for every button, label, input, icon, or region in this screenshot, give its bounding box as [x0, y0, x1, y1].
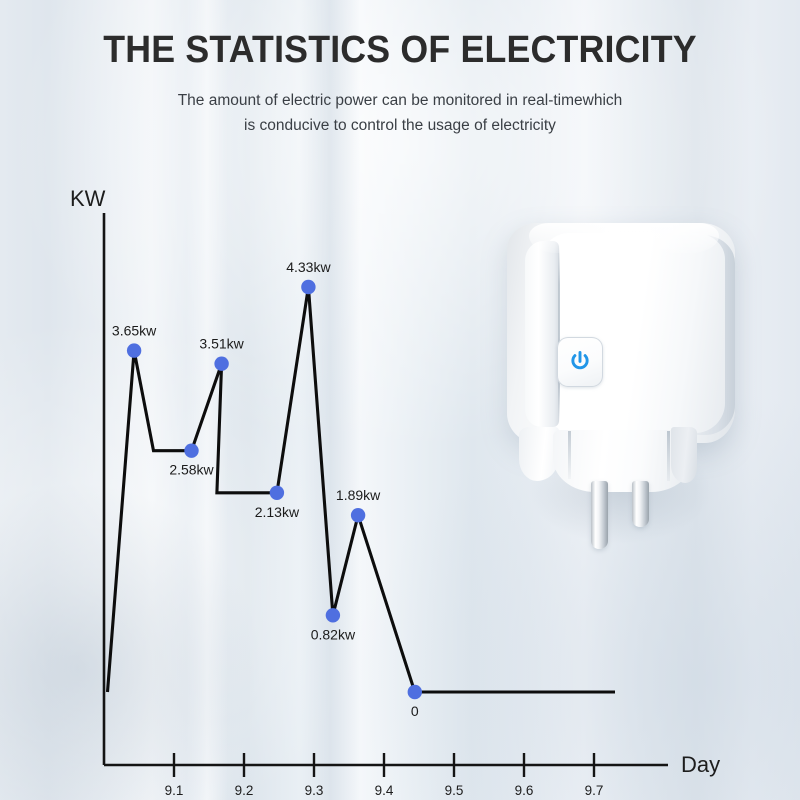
background-corner-shade	[0, 470, 260, 800]
data-line	[105, 286, 615, 694]
x-axis-ticks	[172, 753, 596, 777]
data-point-label: 0.82kw	[311, 626, 356, 642]
data-point-marker[interactable]	[214, 356, 229, 371]
plug-side-seam-panel	[525, 241, 559, 427]
x-axis-tick-labels: 9.1 9.2 9.3 9.4 9.5 9.6 9.7	[165, 783, 604, 798]
plug-top-highlight	[529, 223, 719, 253]
data-point-label: 2.58kw	[169, 462, 214, 478]
subtitle-line-1: The amount of electric power can be moni…	[177, 92, 623, 109]
data-point-labels: 3.65kw 2.58kw 3.51kw 2.13kw 4.33kw 0.82kw 1.89…	[112, 259, 419, 719]
data-point-label: 3.65kw	[112, 323, 157, 339]
plug-body-front-face	[543, 233, 725, 433]
data-point-label: 2.13kw	[255, 504, 300, 520]
smart-plug-product-image	[495, 205, 755, 605]
x-axis-tick-label: 9.3	[305, 783, 324, 798]
x-axis-label: Day	[681, 752, 720, 777]
background-shadow-band	[300, 0, 360, 800]
plug-prong-gap-left	[568, 431, 571, 479]
x-axis-tick-label: 9.2	[235, 783, 254, 798]
data-point-label: 0	[411, 703, 419, 719]
plug-prong-base-right	[671, 427, 697, 483]
data-point-marker[interactable]	[325, 608, 341, 623]
x-axis-tick-label: 9.5	[445, 783, 464, 798]
x-axis-tick-label: 9.1	[165, 783, 184, 798]
data-point-label: 4.33kw	[286, 259, 331, 275]
data-point-marker[interactable]	[350, 508, 366, 523]
plug-prong-base-left	[519, 427, 559, 481]
y-axis-label: KW	[70, 186, 106, 211]
data-point-marker[interactable]	[407, 684, 422, 700]
data-point-label: 1.89kw	[336, 487, 381, 503]
page-title: THE STATISTICS OF ELECTRICITY	[103, 29, 697, 71]
x-axis-tick-label: 9.6	[515, 783, 534, 798]
plug-seam-line	[558, 245, 560, 423]
power-icon	[571, 351, 589, 370]
subtitle-line-2: is conducive to control the usage of ele…	[244, 117, 556, 134]
data-points	[126, 279, 422, 700]
header: THE STATISTICS OF ELECTRICITY The amount…	[0, 26, 800, 138]
page-subtitle: The amount of electric power can be moni…	[120, 88, 680, 138]
data-point-marker[interactable]	[301, 279, 316, 295]
x-axis-tick-label: 9.7	[585, 783, 604, 798]
x-axis-tick-label: 9.4	[375, 783, 394, 798]
plug-pin-left	[591, 481, 608, 549]
data-point-label: 3.51kw	[199, 336, 244, 352]
data-point-marker[interactable]	[269, 485, 285, 500]
data-point-marker[interactable]	[126, 343, 142, 358]
plug-prong-gap-right	[667, 431, 670, 481]
plug-power-button[interactable]	[557, 337, 603, 387]
data-point-marker[interactable]	[184, 443, 199, 458]
plug-pin-right	[632, 481, 649, 527]
